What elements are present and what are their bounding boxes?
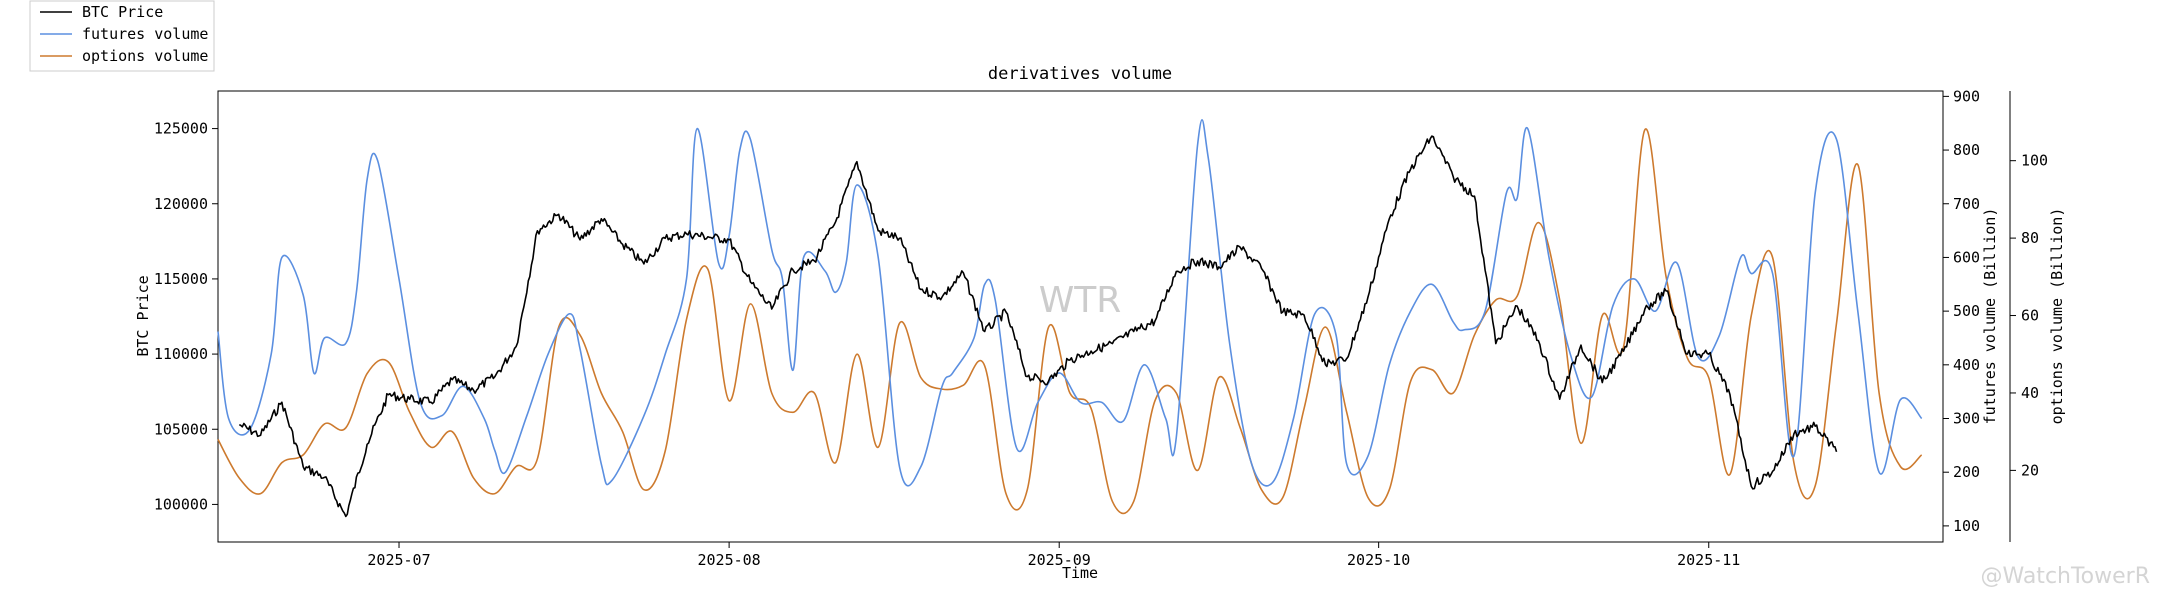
options-tick-label: 80 [2021, 229, 2039, 247]
left-axis-label: BTC Price [134, 275, 152, 356]
x-tick-label: 2025-10 [1347, 551, 1410, 569]
left-tick-label: 110000 [154, 345, 208, 363]
center-watermark: WTR [1039, 280, 1122, 321]
options-axis-label: options volume (Billion) [2048, 208, 2066, 425]
options-tick-label: 100 [2021, 152, 2048, 170]
series-line-futures-volume [217, 119, 1923, 487]
series-layer [217, 119, 1923, 518]
x-tick-label: 2025-11 [1677, 551, 1740, 569]
futures-tick-label: 500 [1953, 302, 1980, 320]
left-tick-label: 125000 [154, 120, 208, 138]
futures-tick-label: 800 [1953, 141, 1980, 159]
futures-axis-label: futures volume (Billion) [1981, 208, 1999, 425]
options-tick-label: 40 [2021, 384, 2039, 402]
series-line-btc-price [238, 135, 1838, 518]
options-y-axis: 20 40 60 80 100 [2010, 152, 2048, 479]
futures-y-axis: 100 200 300 400 500 600 700 800 900 [1943, 87, 1980, 535]
left-y-axis: 100000 105000 110000 115000 120000 125000 [154, 120, 218, 513]
futures-tick-label: 100 [1953, 517, 1980, 535]
x-tick-label: 2025-09 [1028, 551, 1091, 569]
x-tick-label: 2025-07 [367, 551, 430, 569]
futures-tick-label: 400 [1953, 356, 1980, 374]
left-tick-label: 115000 [154, 270, 208, 288]
x-axis-label: Time [1062, 564, 1098, 582]
corner-watermark: @WatchTowerR [1980, 564, 2150, 589]
x-tick-label: 2025-08 [698, 551, 761, 569]
left-tick-label: 105000 [154, 420, 208, 438]
futures-tick-label: 900 [1953, 87, 1980, 105]
legend-label-btc-price: BTC Price [82, 3, 163, 21]
x-axis: 2025-07 2025-08 2025-09 2025-10 2025-11 [367, 542, 1740, 569]
options-tick-label: 60 [2021, 307, 2039, 325]
plot-area [217, 90, 1944, 543]
futures-tick-label: 200 [1953, 463, 1980, 481]
futures-tick-label: 700 [1953, 195, 1980, 213]
chart-title: derivatives volume [988, 64, 1172, 84]
legend: BTC Price futures volume options volume [29, 0, 215, 72]
legend-label-futures-volume: futures volume [82, 25, 208, 43]
series-line-options-volume [217, 128, 1923, 515]
futures-tick-label: 300 [1953, 410, 1980, 428]
futures-tick-label: 600 [1953, 248, 1980, 266]
left-tick-label: 100000 [154, 495, 208, 513]
options-tick-label: 20 [2021, 461, 2039, 479]
legend-label-options-volume: options volume [82, 47, 208, 65]
left-tick-label: 120000 [154, 195, 208, 213]
